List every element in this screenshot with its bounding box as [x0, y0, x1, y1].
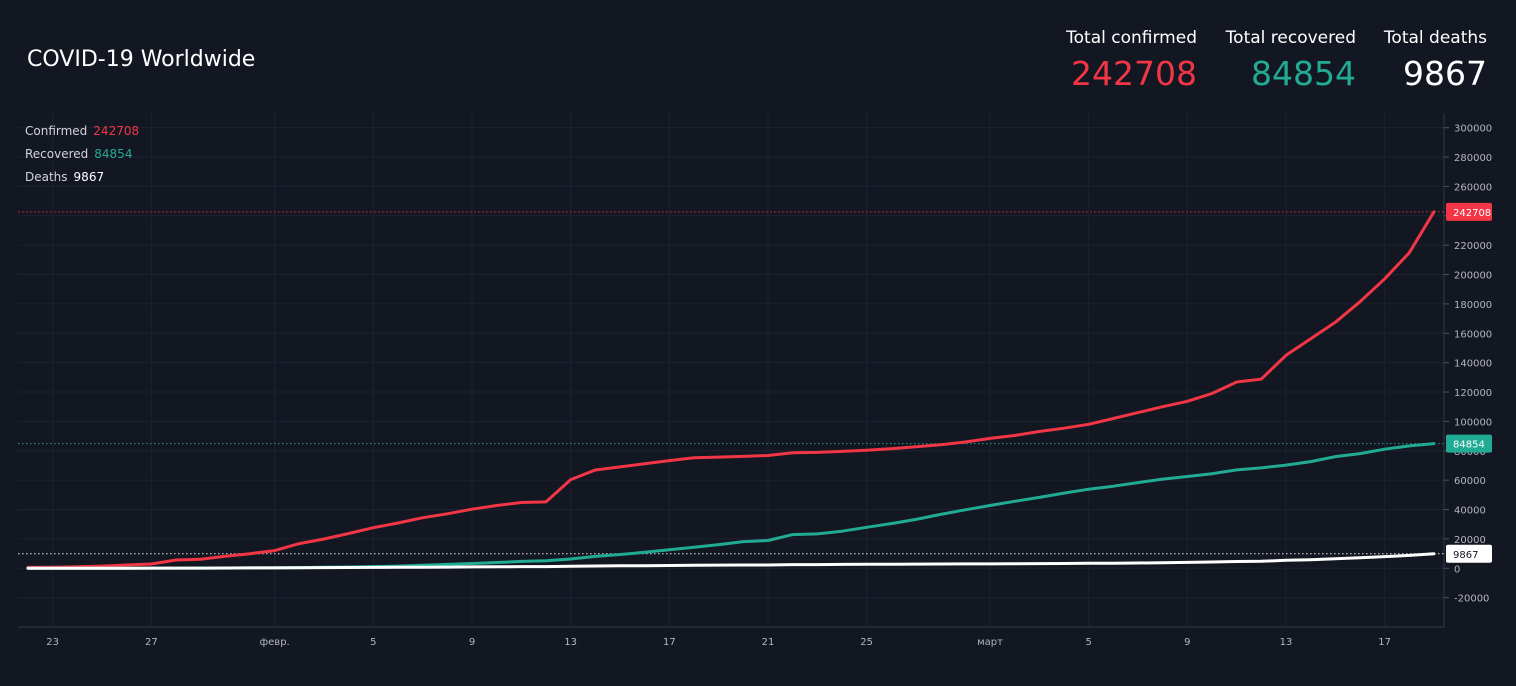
stat-value: 84854	[1251, 54, 1356, 93]
x-tick-label: 9	[1184, 637, 1190, 648]
x-tick-label: февр.	[260, 637, 290, 648]
x-tick-label: 5	[1085, 637, 1091, 648]
y-tick-label: 300000	[1454, 124, 1492, 135]
y-tick-label: 100000	[1454, 417, 1492, 428]
stat-total-deaths: Total deaths 9867	[1384, 28, 1487, 96]
legend-label: Confirmed	[25, 124, 88, 138]
last-value-label-confirmed: 242708	[1453, 208, 1491, 219]
stat-total-recovered: Total recovered 84854	[1226, 28, 1356, 96]
series-line-confirmed	[26, 210, 1436, 569]
legend-item-confirmed: Confirmed 242708	[25, 120, 139, 143]
last-value-label-deaths: 9867	[1453, 550, 1478, 561]
y-tick-label: 60000	[1454, 476, 1486, 487]
y-tick-label: 220000	[1454, 241, 1492, 252]
series-line-recovered	[26, 442, 1436, 570]
legend-item-deaths: Deaths 9867	[25, 166, 139, 189]
x-tick-label: 25	[860, 637, 873, 648]
legend-label: Deaths	[25, 170, 68, 184]
y-tick-label: 120000	[1454, 388, 1492, 399]
stat-value: 242708	[1071, 54, 1197, 93]
x-tick-label: 23	[46, 637, 59, 648]
last-value-badge-recovered	[1446, 434, 1492, 453]
y-tick-label: 280000	[1454, 153, 1492, 164]
stat-label: Total deaths	[1383, 28, 1487, 48]
x-tick-label: 9	[469, 637, 475, 648]
last-value-label-recovered: 84854	[1453, 440, 1485, 451]
last-value-badge-deaths	[1446, 544, 1492, 563]
x-tick-label: 17	[1378, 637, 1391, 648]
legend-value: 242708	[93, 124, 140, 138]
y-tick-label: 40000	[1454, 506, 1486, 517]
x-tick-label: 13	[1280, 637, 1293, 648]
x-tick-label: 21	[762, 637, 775, 648]
legend-item-recovered: Recovered 84854	[25, 143, 139, 166]
legend-label: Recovered	[25, 147, 89, 161]
stat-total-confirmed: Total confirmed 242708	[1066, 28, 1197, 96]
x-tick-label: 13	[564, 637, 577, 648]
stat-value: 9867	[1403, 54, 1487, 93]
chart-legend: Confirmed 242708 Recovered 84854 Deaths 986…	[25, 120, 139, 189]
series-line-deaths	[26, 552, 1436, 570]
legend-value: 84854	[94, 147, 133, 161]
stat-label: Total confirmed	[1066, 28, 1197, 48]
y-tick-label: 20000	[1454, 535, 1486, 546]
x-tick-label: 17	[663, 637, 676, 648]
y-tick-label: 180000	[1454, 300, 1492, 311]
y-tick-label: -20000	[1454, 594, 1489, 605]
last-value-badge-confirmed	[1446, 202, 1492, 221]
x-tick-label: 27	[145, 637, 158, 648]
y-tick-label: 140000	[1454, 359, 1492, 370]
y-tick-label: 0	[1454, 564, 1460, 575]
x-tick-label: март	[977, 637, 1003, 648]
x-tick-label: 5	[370, 637, 376, 648]
y-tick-label: 260000	[1454, 182, 1492, 193]
legend-value: 9867	[73, 170, 105, 184]
stat-label: Total recovered	[1225, 28, 1356, 48]
y-tick-label: 200000	[1454, 271, 1492, 282]
page-title: COVID-19 Worldwide	[27, 47, 256, 72]
y-tick-label: 160000	[1454, 329, 1492, 340]
